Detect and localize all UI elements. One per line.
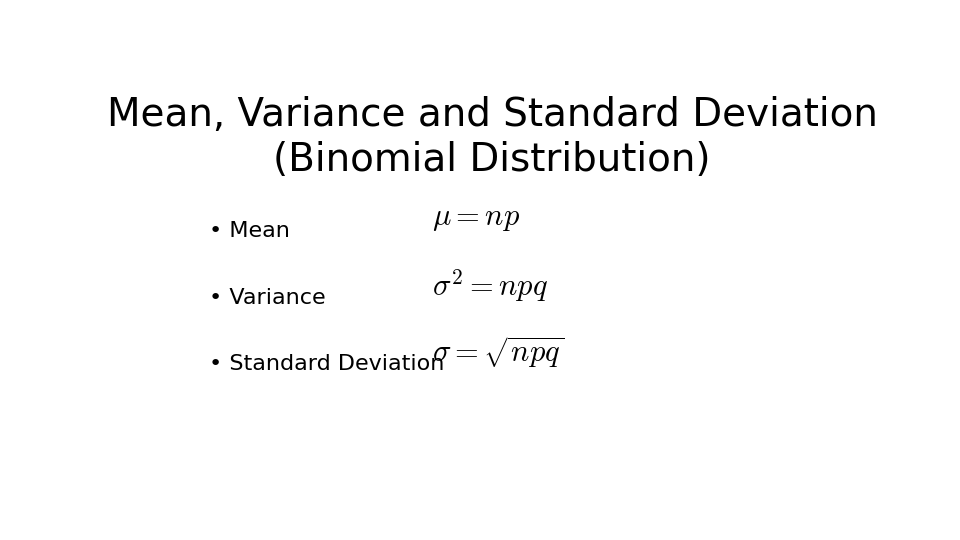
Text: Mean, Variance and Standard Deviation: Mean, Variance and Standard Deviation (107, 96, 877, 134)
Text: $\sigma^2 = npq$: $\sigma^2 = npq$ (432, 267, 548, 303)
Text: • Mean: • Mean (209, 221, 290, 241)
Text: (Binomial Distribution): (Binomial Distribution) (274, 141, 710, 179)
Text: • Variance: • Variance (209, 288, 325, 308)
Text: • Standard Deviation: • Standard Deviation (209, 354, 444, 374)
Text: $\sigma = \sqrt{npq}$: $\sigma = \sqrt{npq}$ (432, 334, 564, 370)
Text: $\mu = np$: $\mu = np$ (432, 204, 520, 233)
